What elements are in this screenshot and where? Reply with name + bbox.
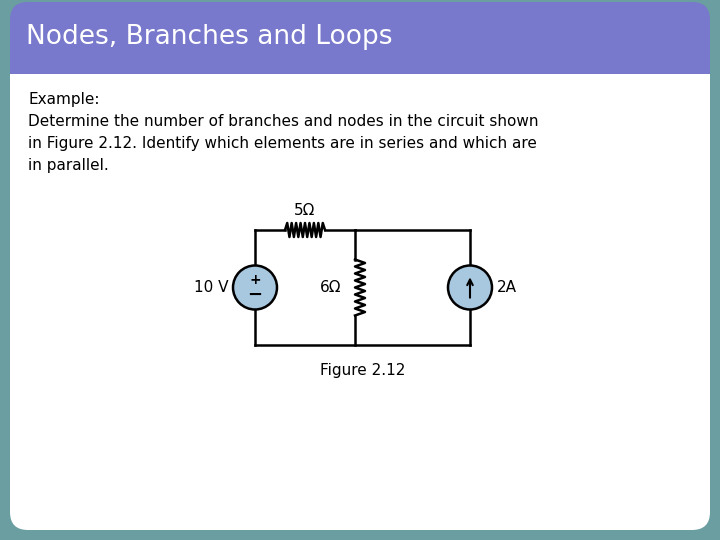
Text: 6Ω: 6Ω <box>320 280 341 295</box>
Text: Example:: Example: <box>28 92 99 107</box>
Text: 2A: 2A <box>497 280 517 295</box>
FancyBboxPatch shape <box>10 10 710 530</box>
Bar <box>10 52 710 74</box>
Text: 5Ω: 5Ω <box>294 203 315 218</box>
Text: Figure 2.12: Figure 2.12 <box>320 363 405 378</box>
FancyBboxPatch shape <box>10 2 710 74</box>
Text: Nodes, Branches and Loops: Nodes, Branches and Loops <box>26 24 392 50</box>
Text: 10 V: 10 V <box>194 280 228 295</box>
Circle shape <box>233 266 277 309</box>
Text: Determine the number of branches and nodes in the circuit shown: Determine the number of branches and nod… <box>28 114 539 129</box>
Text: −: − <box>248 286 263 303</box>
Text: in Figure 2.12. Identify which elements are in series and which are: in Figure 2.12. Identify which elements … <box>28 136 537 151</box>
Text: +: + <box>249 273 261 287</box>
Text: in parallel.: in parallel. <box>28 158 109 173</box>
Circle shape <box>448 266 492 309</box>
